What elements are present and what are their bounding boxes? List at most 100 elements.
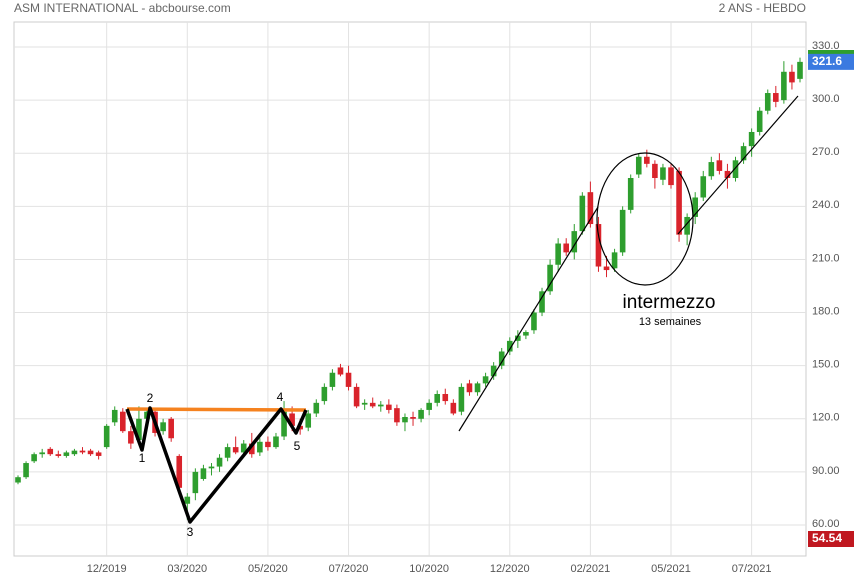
- point-label: 4: [277, 390, 284, 404]
- candle-body: [281, 411, 287, 437]
- candle-body: [482, 376, 489, 384]
- candle-body: [128, 431, 134, 444]
- last-price-tag: [808, 53, 854, 70]
- candle-body: [168, 418, 174, 439]
- candle-body: [63, 452, 70, 456]
- candle-body: [539, 291, 545, 313]
- y-tick-label: 180.0: [812, 305, 840, 317]
- candle-body: [563, 243, 570, 253]
- candle-body: [724, 170, 731, 179]
- low-tag: [808, 531, 854, 547]
- candle-body: [692, 197, 698, 217]
- candle-body: [684, 216, 690, 235]
- candle-body: [418, 409, 424, 419]
- candle-body: [216, 457, 223, 467]
- candle-body: [240, 443, 247, 453]
- x-tick-label: 05/2021: [651, 563, 691, 575]
- y-tick-label: 90.00: [812, 465, 840, 477]
- candle-body: [498, 351, 505, 366]
- x-tick-label: 12/2019: [87, 563, 127, 575]
- candle-body: [652, 163, 658, 179]
- candle-body: [321, 386, 328, 402]
- y-tick-label: 120.0: [812, 412, 840, 424]
- trendline: [458, 206, 599, 432]
- candle-body: [184, 496, 191, 504]
- chart-title: ASM INTERNATIONAL - abcbourse.com: [14, 1, 231, 15]
- candle-body: [410, 417, 416, 419]
- candle-body: [248, 443, 255, 455]
- candle-body: [305, 413, 312, 428]
- point-label: 2: [147, 391, 154, 405]
- candle-body: [587, 192, 594, 225]
- candle-body: [644, 156, 650, 164]
- candle-body: [192, 471, 199, 494]
- candle-body: [579, 195, 586, 232]
- candle-body: [450, 402, 457, 414]
- x-tick-label: 07/2021: [732, 563, 772, 575]
- candle-body: [515, 335, 521, 341]
- candle-body: [200, 468, 207, 479]
- candle-body: [273, 436, 279, 448]
- candle-body: [103, 425, 110, 448]
- candle-body: [369, 402, 376, 407]
- candle-body: [756, 110, 763, 132]
- candle-body: [764, 93, 771, 111]
- candle-body: [313, 402, 320, 414]
- candle-body: [531, 312, 537, 331]
- candle-body: [547, 264, 553, 292]
- candle-body: [523, 332, 529, 336]
- x-tick-label: 05/2020: [248, 563, 288, 575]
- y-tick-label: 270.0: [812, 146, 840, 158]
- candle-body: [740, 146, 747, 161]
- candle-body: [265, 441, 271, 448]
- grid: [14, 22, 806, 556]
- candle-body: [595, 224, 602, 267]
- candle-body: [635, 156, 642, 175]
- candle-body: [603, 266, 610, 271]
- circle: [596, 152, 694, 286]
- candle-body: [458, 386, 465, 412]
- candle-body: [55, 454, 62, 456]
- candle-body: [31, 454, 37, 462]
- candle-body: [23, 463, 29, 478]
- candle-body: [345, 372, 352, 387]
- candle-body: [506, 340, 513, 352]
- candle-body: [87, 450, 94, 455]
- y-tick-label: 210.0: [812, 252, 840, 264]
- chart-subtitle: 2 ANS - HEBDO: [719, 1, 806, 15]
- candle-body: [257, 441, 263, 453]
- candle-body: [361, 402, 368, 405]
- candle-body: [490, 365, 497, 377]
- candle-body: [732, 160, 739, 179]
- candle-body: [39, 452, 45, 455]
- candle-body: [386, 404, 392, 410]
- candle-body: [789, 71, 795, 83]
- candle-body: [95, 452, 102, 456]
- resistance-line: [126, 407, 307, 412]
- candle-body: [442, 393, 449, 402]
- point-label: 5: [294, 439, 301, 453]
- candle-body: [71, 450, 78, 455]
- point-label: 3: [187, 525, 194, 539]
- candle-body: [676, 170, 682, 235]
- candle-body: [660, 167, 666, 180]
- point-label: 1: [139, 451, 146, 465]
- candle-body: [781, 71, 787, 101]
- low-tag-label: 54.54: [812, 531, 842, 545]
- candle-body: [208, 466, 215, 469]
- candle-body: [353, 386, 360, 407]
- candle-body: [15, 477, 21, 483]
- candle-body: [708, 162, 715, 177]
- candle-body: [232, 447, 239, 453]
- annotations: 1 2 3 4 5 intermezzo 13 semaines: [125, 95, 799, 539]
- candle-body: [79, 450, 86, 453]
- candle-body: [394, 408, 400, 423]
- candle-body: [571, 231, 578, 253]
- trendline: [677, 95, 799, 235]
- candle-body: [716, 160, 723, 171]
- candle-body: [224, 447, 231, 458]
- candle-body: [619, 209, 626, 253]
- zigzag: [125, 406, 308, 524]
- candle-body: [466, 383, 473, 393]
